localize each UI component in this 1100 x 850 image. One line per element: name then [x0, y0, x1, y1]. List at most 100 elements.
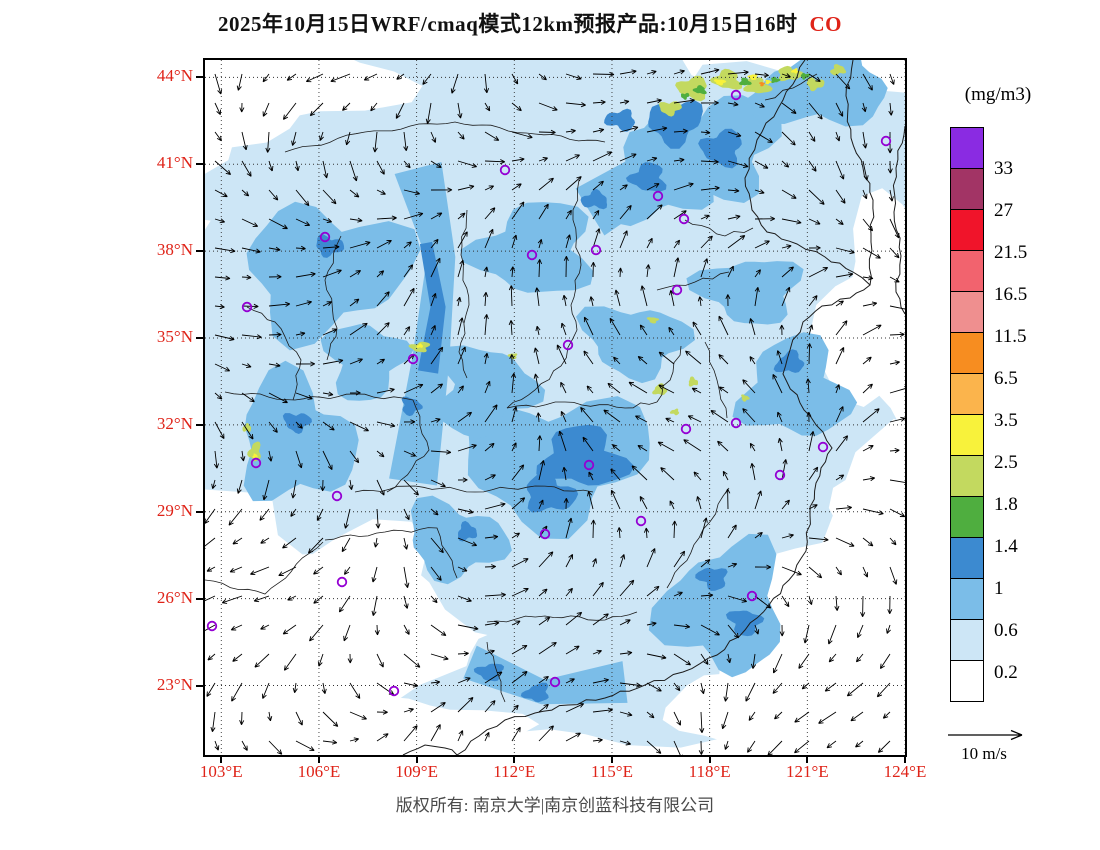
title-species: CO: [809, 12, 842, 36]
colorbar-tick-label: 1.4: [994, 536, 1018, 557]
lon-tick-label: 118°E: [688, 762, 731, 781]
forecast-map: [205, 60, 905, 755]
city-marker: [730, 89, 742, 101]
city-marker: [746, 590, 758, 602]
colorbar-tick-label: 16.5: [994, 284, 1028, 305]
wind-vectors: [205, 68, 905, 755]
city-marker: [319, 231, 331, 243]
lon-tick-label: 106°E: [297, 762, 341, 781]
colorbar: [950, 127, 984, 702]
axis-tick: [708, 757, 711, 763]
colorbar-segment: [950, 660, 984, 702]
wind-scale-label: 10 m/s: [961, 744, 1007, 763]
city-marker: [562, 339, 574, 351]
colorbar-segment: [950, 578, 984, 620]
axis-tick: [904, 757, 906, 763]
colorbar-tick-label: 0.2: [994, 662, 1018, 683]
lat-tick-label: 23°N: [156, 674, 193, 694]
axis-tick: [610, 757, 613, 763]
city-marker: [774, 469, 786, 481]
wind-scale-arrow-icon: [948, 729, 1023, 741]
axis-tick: [196, 337, 203, 339]
colorbar-segment: [950, 619, 984, 661]
colorbar-tick-label: 27: [994, 200, 1013, 221]
colorbar-segment: [950, 455, 984, 497]
co-concentration-field: [205, 60, 905, 755]
city-marker: [250, 457, 262, 469]
city-marker: [583, 459, 595, 471]
city-marker: [241, 301, 253, 313]
city-marker: [539, 528, 551, 540]
axis-tick: [196, 76, 203, 79]
city-marker: [635, 515, 647, 527]
colorbar-segment: [950, 250, 984, 292]
axis-tick: [415, 757, 418, 763]
axis-tick: [196, 510, 203, 513]
colorbar-tick-label: 33: [994, 158, 1013, 179]
city-marker: [499, 164, 511, 176]
lon-tick-label: 124°E: [883, 762, 927, 781]
title-text: 2025年10月15日WRF/cmaq模式12km预报产品:10月15日16时: [218, 12, 798, 36]
axis-tick: [196, 423, 203, 426]
colorbar-tick-label: 1: [994, 578, 1004, 599]
city-markers: [206, 89, 892, 697]
axis-tick: [317, 757, 320, 763]
city-marker: [549, 676, 561, 688]
lat-tick-label: 35°N: [156, 327, 193, 346]
city-marker: [336, 576, 348, 588]
axis-tick: [806, 757, 809, 763]
axis-tick: [196, 684, 203, 687]
lat-tick-label: 44°N: [156, 66, 193, 86]
wind-scale-legend: 10 m/s: [936, 726, 1032, 764]
lon-tick-label: 121°E: [785, 762, 829, 781]
axis-tick: [196, 250, 203, 253]
city-marker: [680, 423, 692, 435]
colorbar-tick-label: 0.6: [994, 620, 1018, 641]
colorbar-tick-label: 1.8: [994, 494, 1018, 515]
lon-tick-label: 109°E: [395, 762, 438, 781]
lon-tick-label: 103°E: [199, 762, 243, 781]
colorbar-segment: [950, 537, 984, 579]
city-marker: [678, 213, 690, 225]
city-marker: [880, 135, 892, 147]
colorbar-tick-label: 11.5: [994, 326, 1027, 347]
city-marker: [652, 190, 664, 202]
colorbar-tick-label: 3.5: [994, 410, 1018, 431]
axis-tick: [513, 757, 516, 763]
colorbar-segment: [950, 496, 984, 538]
city-marker: [730, 417, 742, 429]
colorbar-unit: (mg/m3): [964, 84, 1032, 105]
lat-tick-label: 26°N: [156, 587, 193, 607]
colorbar-segment: [950, 414, 984, 456]
colorbar-segment: [950, 168, 984, 210]
province-boundaries: [205, 60, 905, 755]
city-marker: [407, 353, 419, 365]
axis-tick: [220, 757, 223, 763]
city-marker: [671, 284, 683, 296]
city-marker: [206, 620, 218, 632]
map-frame: [203, 58, 907, 757]
colorbar-tick-label: 21.5: [994, 242, 1028, 263]
city-marker: [388, 685, 400, 697]
lat-tick-label: 41°N: [156, 153, 193, 173]
colorbar-tick-label: 6.5: [994, 368, 1018, 389]
copyright-footer: 版权所有: 南京大学|南京创蓝科技有限公司: [395, 796, 715, 815]
lon-tick-label: 115°E: [590, 762, 633, 781]
lat-tick-label: 29°N: [156, 500, 193, 520]
axis-tick: [196, 597, 203, 600]
colorbar-segment: [950, 373, 984, 415]
axis-tick: [196, 163, 203, 166]
colorbar-segment: [950, 291, 984, 333]
page-title: 2025年10月15日WRF/cmaq模式12km预报产品:10月15日16时 C…: [0, 8, 1060, 38]
city-marker: [526, 249, 538, 261]
lat-tick-label: 32°N: [156, 413, 193, 433]
lat-tick-label: 38°N: [156, 240, 193, 260]
colorbar-segment: [950, 127, 984, 169]
city-marker: [590, 244, 602, 256]
lon-tick-label: 112°E: [493, 762, 536, 781]
city-marker: [817, 441, 829, 453]
colorbar-segment: [950, 209, 984, 251]
colorbar-segment: [950, 332, 984, 374]
city-marker: [331, 490, 343, 502]
